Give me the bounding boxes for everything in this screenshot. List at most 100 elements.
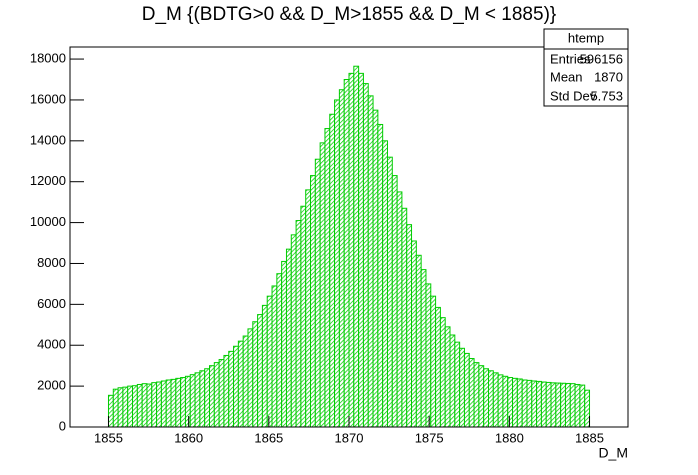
bar — [367, 95, 374, 428]
bar — [334, 99, 340, 428]
bar — [435, 306, 441, 428]
bar — [305, 189, 312, 428]
bar — [545, 381, 552, 428]
bar — [574, 383, 581, 428]
bar — [156, 381, 162, 428]
bar — [473, 362, 480, 428]
bar — [358, 72, 364, 428]
bar — [521, 379, 528, 428]
y-tick-label: 8000 — [37, 255, 66, 270]
bar — [252, 321, 259, 428]
bar — [536, 380, 542, 428]
bar — [564, 382, 571, 428]
bar — [459, 347, 465, 428]
bar — [165, 379, 172, 428]
stats-label: Std Dev — [550, 88, 597, 103]
bar — [569, 383, 576, 428]
bar — [314, 158, 321, 428]
x-tick-label: 1880 — [495, 430, 524, 445]
bar — [444, 326, 451, 428]
x-tick-label: 1855 — [94, 430, 123, 445]
bar — [209, 365, 215, 428]
y-tick-label: 18000 — [30, 50, 66, 65]
bar — [136, 383, 143, 428]
x-tick-label: 1870 — [335, 430, 364, 445]
bar — [184, 375, 191, 428]
bar — [401, 207, 408, 428]
bar — [300, 205, 307, 428]
bar — [526, 379, 533, 428]
stats-value: 1870 — [594, 69, 623, 84]
bar — [194, 372, 201, 428]
bar — [425, 283, 432, 428]
bar — [204, 368, 210, 428]
stats-box: htemp Entries 596156 Mean 1870 Std Dev 5… — [543, 28, 629, 107]
bar — [151, 382, 158, 428]
bar — [492, 372, 499, 428]
bar — [338, 89, 345, 428]
bar — [362, 83, 369, 428]
bar — [170, 378, 177, 428]
bar — [242, 335, 249, 428]
bar — [122, 386, 129, 428]
bar — [261, 304, 268, 428]
stats-label: Mean — [550, 69, 583, 84]
bar — [257, 314, 263, 428]
bar — [377, 123, 384, 428]
bar — [468, 358, 475, 428]
bar — [439, 317, 446, 428]
bar — [160, 380, 167, 428]
bar — [218, 359, 225, 428]
bar — [449, 334, 456, 428]
bar — [146, 383, 153, 428]
bar — [488, 370, 494, 428]
bar — [531, 380, 538, 428]
bar — [516, 378, 523, 428]
bar — [415, 254, 422, 428]
x-axis-label: D_M — [598, 445, 628, 461]
bar — [285, 248, 292, 428]
y-tick-label: 12000 — [30, 173, 66, 188]
bar — [329, 113, 336, 428]
bar — [112, 388, 119, 428]
bar — [343, 79, 350, 428]
stats-label: Entries — [550, 51, 591, 66]
bar — [127, 385, 134, 428]
bar — [223, 354, 230, 428]
bar — [247, 328, 254, 428]
x-tick-label: 1885 — [575, 430, 604, 445]
bar — [391, 175, 398, 428]
bar — [463, 352, 470, 428]
stats-value: 596156 — [580, 51, 623, 66]
bar — [555, 382, 562, 428]
bar — [276, 273, 283, 428]
bar — [550, 382, 557, 428]
bar — [295, 220, 302, 428]
bar — [396, 191, 403, 428]
bar — [540, 381, 547, 428]
bar — [483, 368, 490, 428]
bar — [579, 384, 586, 428]
bar — [233, 345, 239, 428]
y-tick-label: 0 — [59, 418, 66, 433]
bar — [497, 374, 504, 428]
bar — [560, 382, 566, 428]
bar — [117, 387, 124, 428]
stats-frame — [543, 28, 629, 107]
y-tick-label: 4000 — [37, 337, 66, 352]
stats-title: htemp — [568, 30, 604, 45]
bar — [228, 350, 235, 428]
x-tick-label: 1865 — [254, 430, 283, 445]
bar — [478, 365, 485, 428]
bar — [353, 65, 360, 428]
bar — [382, 140, 388, 428]
bar — [430, 295, 437, 428]
bar — [319, 142, 326, 428]
stats-value: 5.753 — [590, 88, 623, 103]
y-tick-label: 16000 — [30, 91, 66, 106]
bar — [584, 389, 591, 428]
bar — [386, 156, 393, 428]
bar — [310, 175, 316, 428]
bar — [132, 385, 138, 428]
